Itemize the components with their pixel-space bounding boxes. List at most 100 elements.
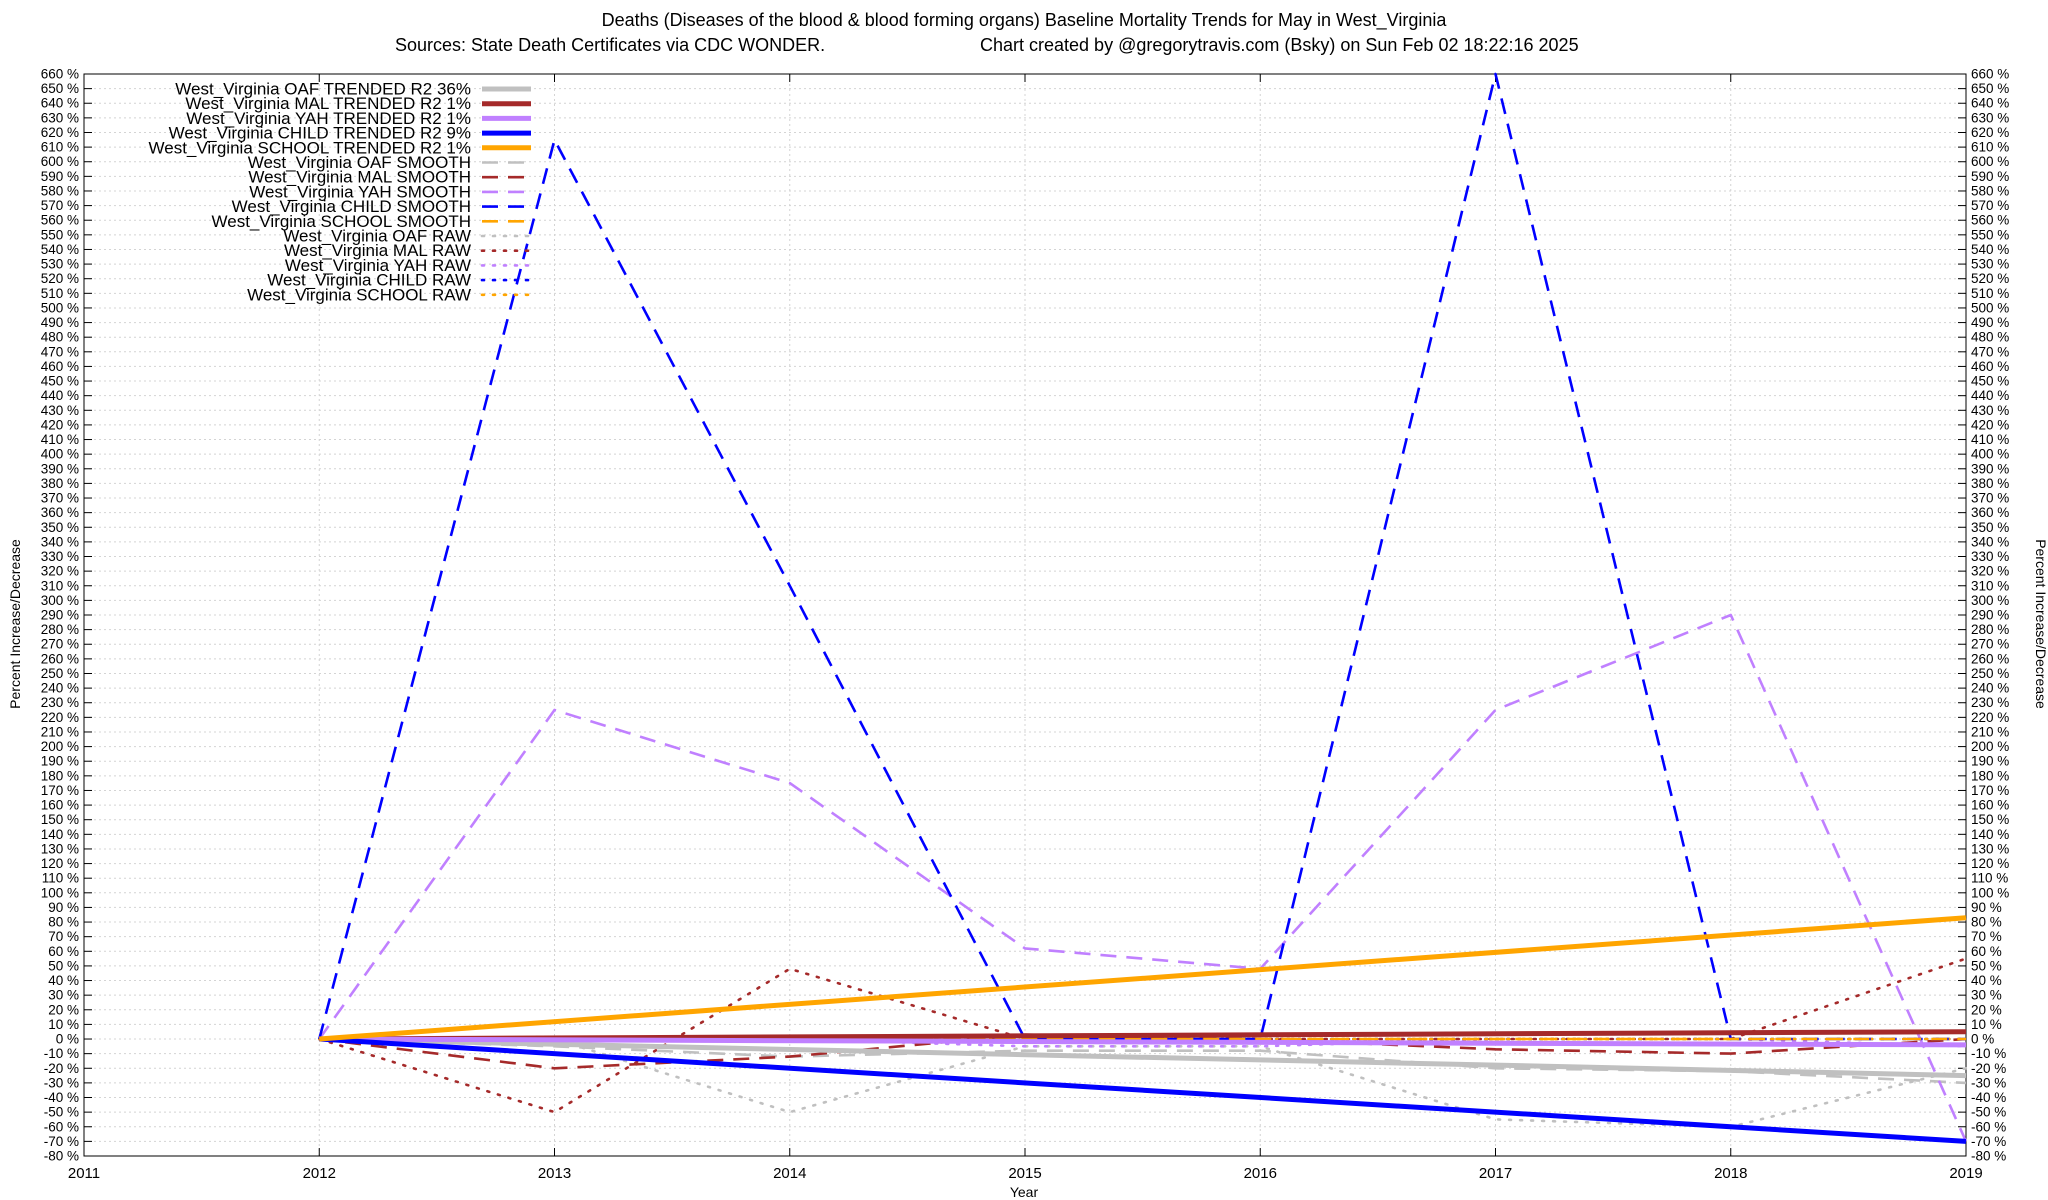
x-tick-label: 2016 [1244, 1165, 1277, 1182]
y-tick-label-right: 380 % [1971, 476, 2009, 491]
y-tick-label-right: -70 % [1971, 1134, 2006, 1149]
y-tick-label-left: 10 % [48, 1017, 79, 1032]
y-tick-label-right: 70 % [1971, 929, 2002, 944]
y-tick-label-right: 540 % [1971, 242, 2009, 257]
series-line-3 [319, 1036, 1967, 1048]
chart-sources: Sources: State Death Certificates via CD… [395, 35, 825, 55]
y-tick-label-left: 30 % [48, 988, 79, 1003]
y-tick-label-left: 230 % [41, 695, 79, 710]
y-tick-label-left: 150 % [41, 812, 79, 827]
y-tick-label-right: 610 % [1971, 140, 2009, 155]
y-tick-label-right: 210 % [1971, 724, 2009, 739]
y-tick-label-right: 30 % [1971, 988, 2002, 1003]
legend: West_Virginia OAF TRENDED R2 36%West_Vir… [149, 80, 533, 304]
chart-credit: Chart created by @gregorytravis.com (Bsk… [980, 35, 1579, 55]
y-tick-label-right: 280 % [1971, 622, 2009, 637]
series-line-5 [319, 915, 1967, 1042]
y-tick-label-left: 310 % [41, 578, 79, 593]
y-tick-label-right: 240 % [1971, 681, 2009, 696]
y-tick-label-left: 70 % [48, 929, 79, 944]
x-tick-label: 2013 [538, 1165, 571, 1182]
series-line-8 [318, 613, 1968, 1142]
y-tick-label-left: 640 % [41, 96, 79, 111]
y-tick-label-right: 530 % [1971, 257, 2009, 272]
y-tick-label-left: 390 % [41, 461, 79, 476]
y-tick-label-left: 50 % [48, 958, 79, 973]
y-tick-label-left: 590 % [41, 169, 79, 184]
y-tick-label-right: 400 % [1971, 447, 2009, 462]
x-tick-label: 2014 [773, 1165, 806, 1182]
y-tick-label-left: 630 % [41, 110, 79, 125]
y-tick-label-right: 40 % [1971, 973, 2002, 988]
y-tick-label-right: 170 % [1971, 783, 2009, 798]
y-tick-label-right: 480 % [1971, 330, 2009, 345]
y-tick-label-left: 20 % [48, 1002, 79, 1017]
y-tick-label-left: 140 % [41, 827, 79, 842]
legend-label: West_Virginia SCHOOL RAW [247, 285, 471, 304]
y-tick-label-right: 650 % [1971, 81, 2009, 96]
legend-label: West_Virginia OAF RAW [283, 227, 471, 246]
y-tick-label-left: 100 % [41, 885, 79, 900]
y-tick-label-left: 60 % [48, 944, 79, 959]
y-tick-label-right: 640 % [1971, 96, 2009, 111]
y-tick-label-right: 180 % [1971, 768, 2009, 783]
series-line-6 [319, 1037, 1967, 1085]
y-tick-label-left: 400 % [41, 447, 79, 462]
axes: -80 % -80 %-70 % -70 %-60 % -60 %-50 % -50 %… [41, 67, 2010, 1183]
y-tick-label-right: 10 % [1971, 1017, 2002, 1032]
y-tick-label-left: 240 % [41, 681, 79, 696]
y-tick-label-left: 520 % [41, 271, 79, 286]
y-tick-label-left: 220 % [41, 710, 79, 725]
y-tick-label-right: -80 % [1971, 1149, 2006, 1164]
y-tick-label-left: 190 % [41, 754, 79, 769]
y-tick-label-right: 490 % [1971, 315, 2009, 330]
y-tick-label-left: 620 % [41, 125, 79, 140]
x-tick-label: 2017 [1479, 1165, 1512, 1182]
y-tick-label-right: 310 % [1971, 578, 2009, 593]
y-axis-label-left: Percent Increase/Decrease [7, 539, 23, 709]
y-tick-label-left: 210 % [41, 724, 79, 739]
y-tick-label-right: 460 % [1971, 359, 2009, 374]
y-tick-label-right: 370 % [1971, 491, 2009, 506]
legend-label: West_Virginia CHILD RAW [267, 271, 471, 290]
y-tick-label-right: 420 % [1971, 417, 2009, 432]
y-tick-label-right: 100 % [1971, 885, 2009, 900]
y-tick-label-right: 140 % [1971, 827, 2009, 842]
y-tick-label-left: 530 % [41, 257, 79, 272]
y-tick-label-left: 300 % [41, 593, 79, 608]
y-tick-label-right: 290 % [1971, 608, 2009, 623]
y-tick-label-left: 160 % [41, 798, 79, 813]
legend-label: West_Virginia YAH RAW [285, 256, 471, 275]
y-tick-label-left: 420 % [41, 417, 79, 432]
x-tick-label: 2011 [68, 1165, 100, 1182]
y-tick-label-left: 450 % [41, 374, 79, 389]
y-tick-label-right: 110 % [1971, 871, 2008, 886]
x-tick-label: 2012 [303, 1165, 336, 1182]
x-tick-label: 2015 [1008, 1165, 1041, 1182]
legend-label: West_Virginia MAL RAW [284, 241, 471, 260]
y-tick-label-left: 510 % [41, 286, 79, 301]
y-tick-label-left: 660 % [41, 67, 79, 82]
y-tick-label-left: 80 % [48, 915, 79, 930]
y-tick-label-left: 40 % [48, 973, 79, 988]
y-tick-label-right: 270 % [1971, 637, 2009, 652]
y-tick-label-right: 510 % [1971, 286, 2009, 301]
y-tick-label-right: 330 % [1971, 549, 2009, 564]
plot-border [83, 73, 1967, 1157]
y-tick-label-left: 560 % [41, 213, 79, 228]
y-tick-label-right: 630 % [1971, 110, 2009, 125]
y-tick-label-left: 410 % [41, 432, 79, 447]
y-tick-label-right: -60 % [1971, 1119, 2006, 1134]
y-tick-label-left: 570 % [41, 198, 79, 213]
y-tick-label-left: 500 % [41, 300, 79, 315]
legend-label: West_Virginia MAL SMOOTH [248, 168, 471, 187]
y-tick-label-left: 110 % [42, 871, 79, 886]
y-tick-label-left: 330 % [41, 549, 79, 564]
legend-label: West_Virginia CHILD SMOOTH [232, 197, 471, 216]
legend-label: West_Virginia CHILD TRENDED R2 9% [169, 124, 471, 143]
y-tick-label-left: -10 % [44, 1046, 79, 1061]
series-line-11 [317, 1037, 1968, 1129]
y-tick-label-left: 360 % [41, 505, 79, 520]
y-tick-label-left: 290 % [41, 608, 79, 623]
y-tick-label-left: 320 % [41, 564, 79, 579]
